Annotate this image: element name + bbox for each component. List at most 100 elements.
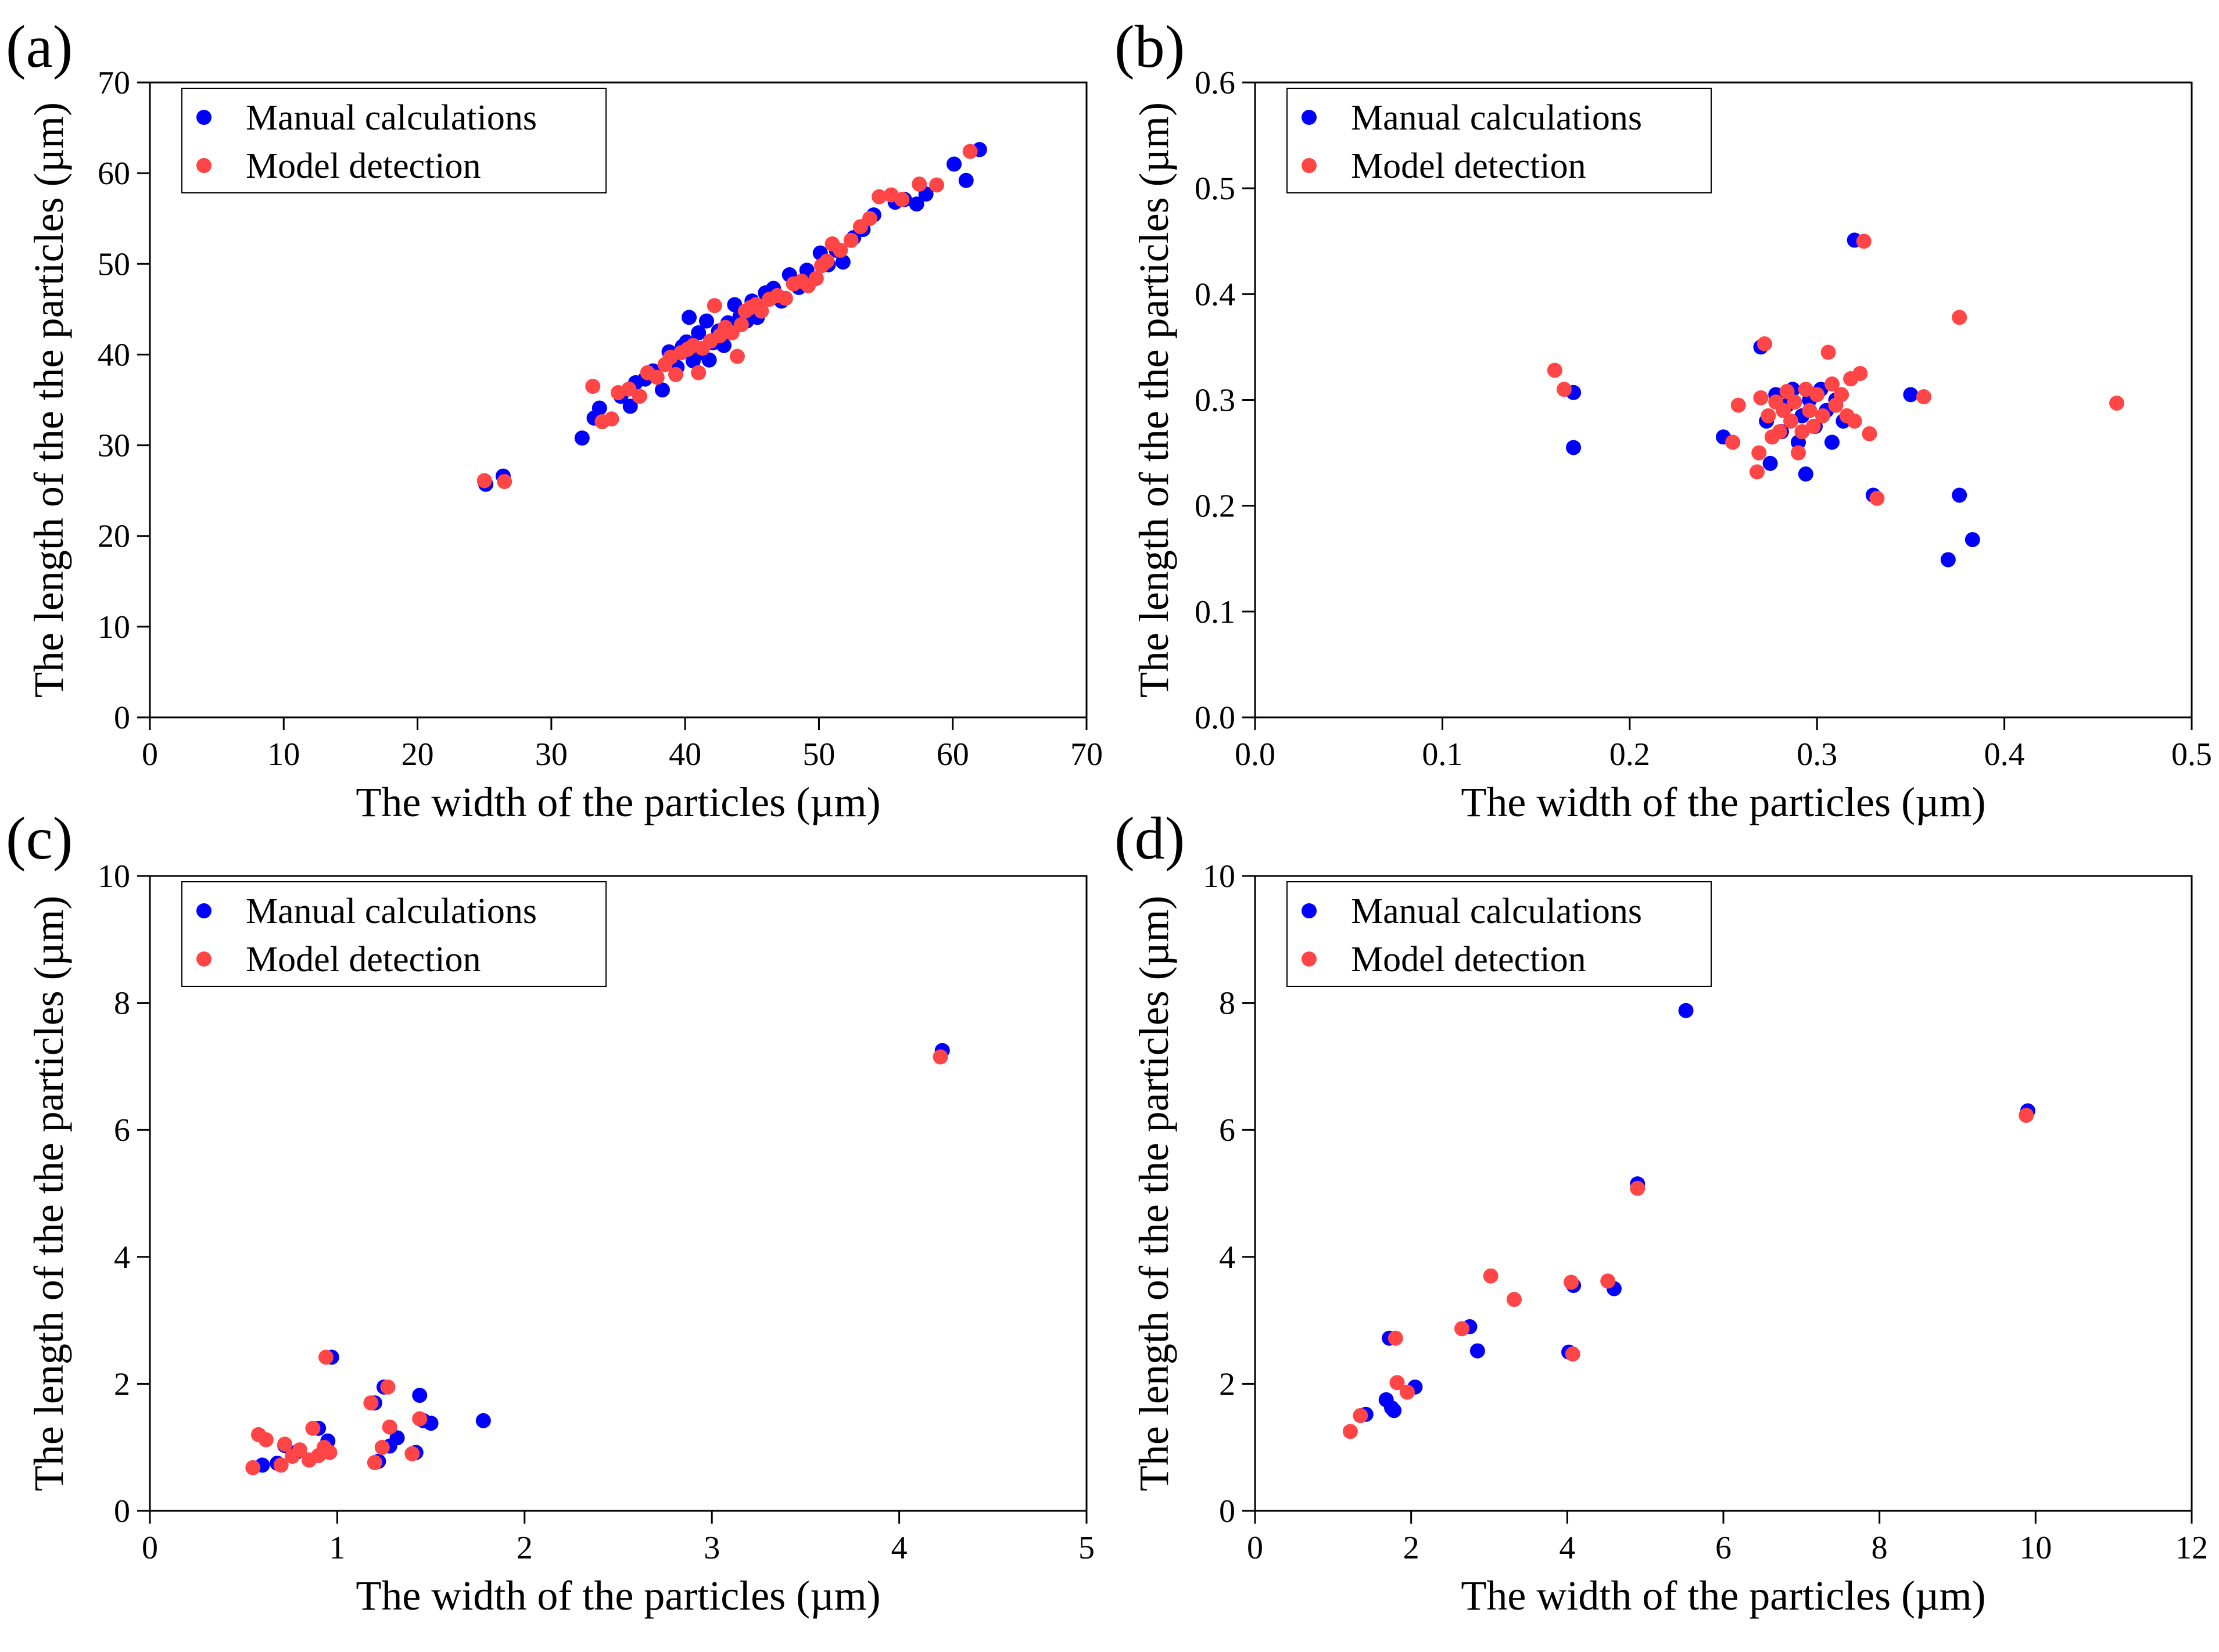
data-point	[292, 1442, 307, 1458]
y-axis-title: The length of the the particles (µm)	[1131, 102, 1177, 698]
data-point	[1556, 382, 1572, 397]
data-point	[389, 1430, 405, 1446]
data-point	[1965, 531, 1980, 547]
legend-marker	[1302, 158, 1317, 173]
data-point	[382, 1419, 397, 1435]
y-tick-label: 8	[1219, 986, 1235, 1022]
legend-label: Manual calculations	[246, 98, 537, 138]
legend-box	[1286, 881, 1712, 987]
data-point	[691, 365, 707, 380]
x-tick-label: 6	[1715, 1530, 1732, 1566]
data-point	[318, 1349, 334, 1365]
data-point	[933, 1049, 948, 1065]
y-tick-label: 20	[98, 519, 130, 555]
series-model-detection	[245, 1049, 948, 1475]
x-tick-label: 1	[329, 1530, 345, 1566]
y-tick-label: 4	[1219, 1240, 1235, 1276]
y-tick-label: 60	[98, 156, 130, 192]
data-point	[819, 253, 835, 269]
series-manual-calculations	[1358, 1003, 2035, 1422]
data-point	[1940, 552, 1956, 568]
data-point	[958, 173, 974, 188]
data-point	[1916, 389, 1931, 405]
x-tick-label: 20	[402, 737, 434, 773]
data-point	[1824, 376, 1840, 392]
legend-marker	[1302, 951, 1317, 967]
legend: Manual calculations Model detection	[181, 881, 607, 987]
x-tick-label: 0.4	[1984, 737, 2025, 773]
data-point	[1852, 365, 1868, 381]
data-point	[497, 474, 512, 490]
y-tick-label: 10	[98, 859, 130, 895]
y-tick-label: 6	[114, 1112, 130, 1148]
y-tick-label: 0.1	[1195, 594, 1235, 630]
data-point	[1820, 344, 1836, 360]
data-point	[808, 271, 824, 286]
data-point	[1564, 1274, 1579, 1290]
legend-label: Model detection	[1351, 940, 1586, 979]
x-axis-title: The width of the particles (µm)	[1461, 1572, 1985, 1619]
data-point	[1678, 1003, 1694, 1018]
x-tick-label: 0	[142, 737, 158, 773]
data-point	[277, 1436, 293, 1452]
data-point	[592, 400, 607, 416]
data-point	[367, 1455, 382, 1470]
panel-letter: (c)	[6, 805, 73, 872]
data-point	[1483, 1268, 1499, 1284]
data-point	[1779, 383, 1795, 399]
data-point	[305, 1420, 321, 1436]
data-point	[1798, 382, 1813, 397]
data-point	[872, 189, 887, 204]
legend: Manual calculations Model detection	[1286, 88, 1712, 193]
data-point	[894, 192, 910, 207]
x-tick-label: 0.2	[1609, 737, 1650, 773]
data-point	[682, 310, 697, 325]
x-tick-label: 0.3	[1797, 737, 1837, 773]
legend-label: Model detection	[246, 146, 481, 186]
data-point	[2019, 1108, 2034, 1123]
y-tick-label: 0.2	[1195, 489, 1235, 525]
legend-label: Model detection	[1351, 146, 1586, 186]
data-point	[2109, 395, 2125, 411]
data-point	[698, 313, 714, 329]
data-point	[691, 325, 707, 340]
data-point	[962, 143, 978, 159]
data-point	[1342, 1424, 1358, 1439]
data-point	[1794, 424, 1810, 440]
x-tick-label: 60	[937, 737, 969, 773]
legend-label: Manual calculations	[246, 892, 537, 931]
x-tick-label: 0.1	[1422, 737, 1462, 773]
data-point	[1862, 426, 1877, 441]
data-point	[1725, 434, 1741, 450]
data-point	[1847, 413, 1862, 429]
legend-box	[181, 881, 607, 987]
data-point	[1750, 464, 1765, 480]
chart-panel-4: (d) 0 2 4 6 8 10 12 0 2 4 6 8 10 The width of the part…	[1114, 805, 2208, 1619]
data-point	[1353, 1408, 1368, 1424]
y-tick-label: 4	[114, 1240, 130, 1276]
plot-frame	[149, 81, 1088, 719]
plot-frame	[149, 875, 1088, 1512]
data-point	[1952, 310, 1967, 325]
legend-label: Manual calculations	[1351, 892, 1642, 931]
data-point	[1399, 1384, 1415, 1400]
y-tick-label: 10	[1203, 859, 1235, 895]
legend-marker	[196, 951, 211, 967]
y-tick-label: 70	[98, 65, 130, 101]
data-point	[404, 1446, 420, 1461]
data-point	[1756, 336, 1772, 351]
x-tick-label: 10	[2019, 1530, 2052, 1566]
x-tick-label: 40	[669, 737, 701, 773]
data-point	[1565, 1346, 1580, 1362]
chart-panel-2: (b) 0.0 0.1 0.2 0.3 0.4 0.5 0.0 0.1 0.2 0.3 0.4 0.5 0…	[1114, 13, 2212, 825]
chart-panel-3: (c) 0 1 2 3 4 5 0 2 4 6 8 10 The width of the particl…	[6, 805, 1095, 1619]
data-point	[1730, 397, 1746, 413]
y-tick-label: 2	[1219, 1366, 1235, 1402]
data-point	[835, 254, 851, 270]
x-tick-label: 2	[1403, 1530, 1419, 1566]
y-tick-label: 0	[1219, 1493, 1235, 1529]
data-point	[1903, 387, 1919, 403]
data-point	[1790, 445, 1806, 461]
x-tick-label: 2	[517, 1530, 533, 1566]
